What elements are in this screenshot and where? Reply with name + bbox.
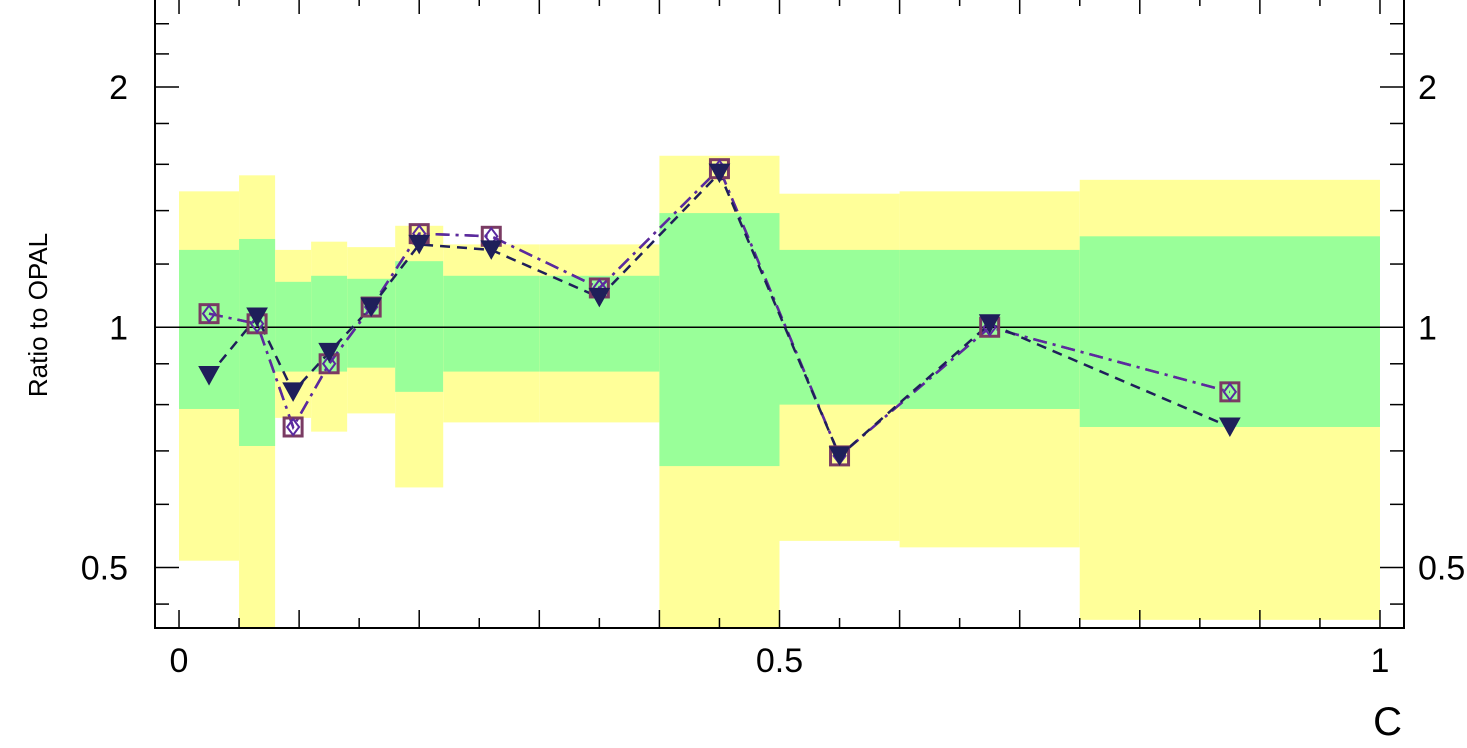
y-tick-label-right: 0.5 (1418, 550, 1465, 588)
triangle-marker (282, 382, 304, 402)
series-line-2 (208, 170, 1231, 458)
inner-band-6 (443, 275, 540, 372)
inner-band-11 (1079, 236, 1380, 427)
inner-band-4 (347, 278, 396, 368)
x-tick-label: 0.5 (756, 642, 803, 680)
diamond-marker (1222, 382, 1238, 402)
diamond-marker (201, 303, 217, 324)
triangle-marker (318, 342, 340, 363)
x-tick-label: 0 (170, 642, 189, 680)
y-tick-label-right: 2 (1418, 69, 1437, 107)
triangle-marker (408, 234, 431, 255)
y-tick-label-left: 2 (109, 69, 128, 107)
triangle-marker (828, 446, 851, 466)
inner-band-8 (659, 213, 780, 467)
triangle-marker (198, 366, 220, 386)
triangle-marker (480, 240, 503, 260)
y-tick-label-right: 1 (1418, 309, 1437, 347)
x-tick-label: 1 (1371, 642, 1390, 680)
diamond-marker (285, 417, 301, 437)
axis-ticks (155, 0, 1404, 628)
triangle-marker (246, 307, 268, 328)
diamond-marker (321, 354, 337, 374)
triangle-marker (708, 163, 731, 184)
y-axis-title: Ratio to OPAL (23, 233, 53, 397)
diamond-marker (249, 314, 265, 334)
triangle-marker (1219, 417, 1241, 438)
series-markers (198, 158, 1241, 467)
series-lines (208, 166, 1231, 458)
tick-labels: 0 0.5 1 0.5 0.5 1 1 2 2 (81, 69, 1466, 680)
triangle-marker (360, 297, 383, 318)
x-axis-title: C (1373, 700, 1402, 744)
triangle-marker (978, 314, 1001, 334)
triangle-marker (588, 287, 611, 308)
y-tick-label-left: 0.5 (81, 550, 128, 588)
y-tick-label-left: 1 (109, 309, 128, 347)
